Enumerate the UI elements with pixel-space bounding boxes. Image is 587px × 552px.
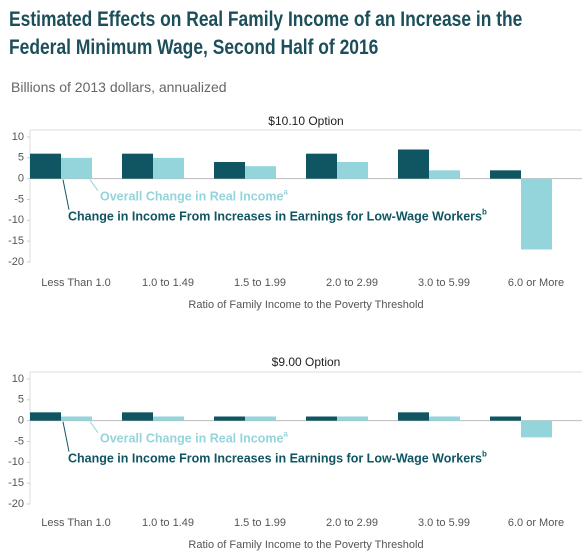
x-tick-label: 3.0 to 5.99 <box>418 277 470 289</box>
bar <box>122 412 153 421</box>
legend-name: Overall Change in Real Income <box>100 432 283 446</box>
page-title: Estimated Effects on Real Family Income … <box>9 8 523 59</box>
bar <box>521 178 552 250</box>
x-tick-label: Less Than 1.0 <box>41 517 111 529</box>
legend-note: b <box>482 450 487 459</box>
bar <box>398 412 429 421</box>
y-tick-label: -5 <box>14 193 24 205</box>
y-tick-label: -10 <box>8 456 24 468</box>
bar <box>245 166 276 179</box>
bar <box>30 153 61 179</box>
x-tick-label: 1.0 to 1.49 <box>142 277 194 289</box>
bar <box>122 153 153 179</box>
bar <box>398 149 429 179</box>
x-tick-label: 1.5 to 1.99 <box>234 517 286 529</box>
y-tick-label: 0 <box>18 173 24 185</box>
legend-leader <box>89 179 99 191</box>
legend-entry: Change in Income From Increases in Earni… <box>68 208 487 224</box>
y-tick-label: 10 <box>12 131 24 143</box>
y-tick-label: -15 <box>8 477 24 489</box>
bar <box>306 416 337 421</box>
x-tick-label: 2.0 to 2.99 <box>326 517 378 529</box>
x-tick-label: 2.0 to 2.99 <box>326 277 378 289</box>
legend-entry: Overall Change in Real Incomea <box>100 430 288 446</box>
legend-name: Change in Income From Increases in Earni… <box>68 452 482 466</box>
legend-entry: Change in Income From Increases in Earni… <box>68 450 487 466</box>
panel-title: $9.00 Option <box>272 355 341 369</box>
legend-entry: Overall Change in Real Incomea <box>100 188 288 204</box>
bar <box>337 162 368 179</box>
x-tick-label: Less Than 1.0 <box>41 277 111 289</box>
bar <box>306 153 337 179</box>
bar <box>521 420 552 438</box>
x-axis-label: Ratio of Family Income to the Poverty Th… <box>188 539 423 551</box>
y-tick-label: -20 <box>8 498 24 510</box>
x-tick-label: 3.0 to 5.99 <box>418 517 470 529</box>
legend-name: Overall Change in Real Income <box>100 190 283 204</box>
x-axis-label: Ratio of Family Income to the Poverty Th… <box>188 299 423 311</box>
bar <box>61 157 92 179</box>
bar <box>490 170 521 179</box>
bar <box>337 416 368 421</box>
y-tick-label: 5 <box>18 152 24 164</box>
legend-note: a <box>283 188 288 197</box>
bar <box>429 416 460 421</box>
y-tick-label: 10 <box>12 373 24 385</box>
legend-note: a <box>283 430 288 439</box>
legend-leader <box>62 179 70 210</box>
bar <box>214 162 245 179</box>
bar <box>245 416 276 421</box>
panel-title: $10.10 Option <box>268 114 343 128</box>
legend-leader <box>89 421 99 433</box>
x-tick-label: 1.0 to 1.49 <box>142 517 194 529</box>
x-tick-label: 6.0 or More <box>508 277 564 289</box>
y-tick-label: -5 <box>14 435 24 447</box>
x-tick-label: 6.0 or More <box>508 517 564 529</box>
y-tick-label: -10 <box>8 214 24 226</box>
bar <box>153 157 184 179</box>
bar <box>30 412 61 421</box>
bar <box>214 416 245 421</box>
page-subtitle: Billions of 2013 dollars, annualized <box>11 79 227 95</box>
x-tick-label: 1.5 to 1.99 <box>234 277 286 289</box>
bar <box>153 416 184 421</box>
y-tick-label: -15 <box>8 235 24 247</box>
bar <box>429 170 460 179</box>
legend-leader <box>62 421 70 452</box>
y-tick-label: 5 <box>18 394 24 406</box>
bar <box>490 416 521 421</box>
y-tick-label: -20 <box>8 256 24 268</box>
y-tick-label: 0 <box>18 415 24 427</box>
bar <box>61 416 92 421</box>
legend-note: b <box>482 208 487 217</box>
legend-name: Change in Income From Increases in Earni… <box>68 210 482 224</box>
